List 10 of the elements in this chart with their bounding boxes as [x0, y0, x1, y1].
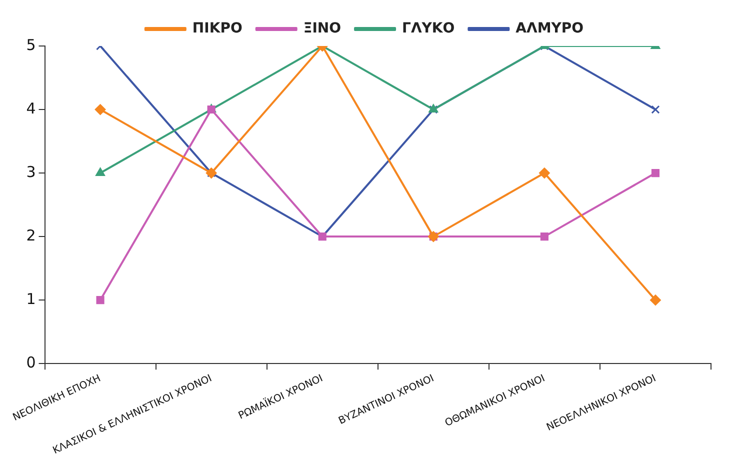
legend-label: ΓΛΥΚΟ — [402, 20, 455, 37]
y-tick-label: 1 — [26, 290, 36, 308]
y-tick-label: 4 — [26, 99, 36, 118]
legend-label: ΠΙΚΡΟ — [192, 20, 242, 37]
y-tick-label: 0 — [26, 353, 36, 372]
y-tick-label: 5 — [26, 36, 36, 54]
y-tick-label: 3 — [26, 162, 36, 181]
legend-label: ΞΙΝΟ — [303, 20, 342, 37]
legend-label: ΑΛΜΥΡΟ — [516, 20, 584, 37]
y-tick-label: 2 — [26, 226, 36, 244]
